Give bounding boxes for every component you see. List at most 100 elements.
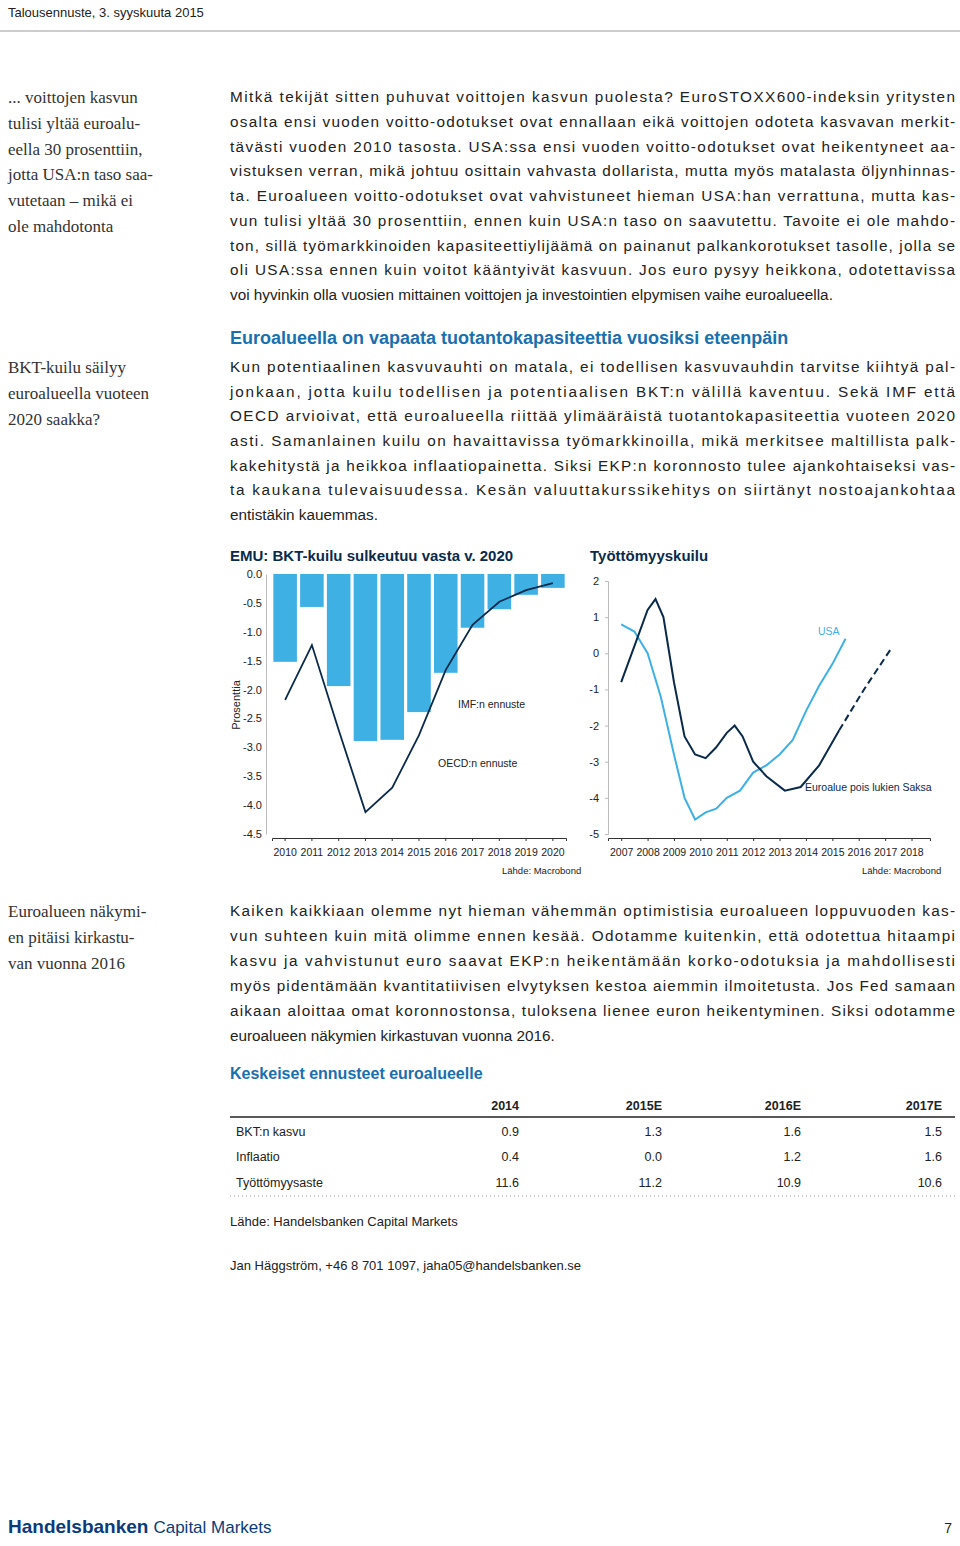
sidebar-note: Euroalueen näkymi- — [8, 902, 147, 921]
sidebar-note: van vuonna 2016 — [8, 954, 125, 973]
line — [839, 650, 890, 731]
tick: -1.5 — [243, 655, 266, 667]
tick-mark — [700, 838, 701, 841]
tick: -2.5 — [243, 712, 266, 724]
paragraph-line: jonkaan, jotta kuilu todellisen ja poten… — [229, 383, 955, 400]
tick-mark — [780, 838, 781, 841]
chart-title: EMU: BKT-kuilu sulkeutuu vasta v. 2020 — [230, 547, 513, 564]
paragraph-line: oli USA:ssa ennen kuin voitot kääntyivät… — [230, 261, 955, 278]
tick-mark — [605, 689, 608, 690]
paragraph-line: Mitkä tekijät sitten puhuvat voittojen k… — [230, 88, 955, 105]
tick-mark — [753, 838, 754, 841]
tick-label: 2013 — [768, 846, 792, 858]
paragraph-line: asti. Samanlainen kuilu on havaittavissa… — [230, 432, 955, 449]
tick: 2016 — [434, 838, 458, 858]
paragraph-line: OECD arvioivat, että euroalueella riittä… — [230, 407, 955, 424]
series-label: IMF:n ennuste — [458, 698, 525, 710]
paragraph-line: ta kaukana tulevaisuudessa. Kesän valuut… — [230, 481, 955, 498]
tick: 2008 — [636, 838, 660, 858]
tick-mark — [392, 838, 393, 841]
tick-label: 2007 — [610, 846, 634, 858]
tick-mark — [605, 653, 608, 654]
tick-mark — [605, 762, 608, 763]
tick: -3.5 — [243, 770, 266, 782]
tick: 2010 — [689, 838, 713, 858]
axis: 2010201120122013201420152016201720182019… — [273, 838, 567, 858]
tick-label: 2012 — [327, 846, 351, 858]
sidebar-note: euroalueella vuoteen — [8, 384, 150, 403]
series-label: OECD:n ennuste — [438, 757, 518, 769]
tick-label: -1.5 — [243, 655, 262, 667]
table-cell: 10.9 — [777, 1176, 801, 1190]
tick-label: 2014 — [381, 846, 405, 858]
bar — [300, 574, 324, 607]
tick-label: -2 — [589, 720, 599, 732]
axis-line — [609, 839, 931, 842]
tick: 2017 — [461, 838, 485, 858]
axis-line — [605, 582, 609, 835]
table-row-label: Työttömyysaste — [236, 1176, 323, 1190]
tick-mark — [605, 617, 608, 618]
series-label: Euroalue pois lukien Saksa — [805, 781, 932, 793]
axis: 2007200820092010201120122013201420152016… — [609, 838, 931, 858]
tick: 0.0 — [247, 568, 266, 580]
tick-label: 2009 — [663, 846, 687, 858]
tick: 2013 — [354, 838, 378, 858]
chart-title: Työttömyyskuilu — [590, 547, 708, 564]
tick-label: -0.5 — [243, 597, 262, 609]
tick-label: 2 — [593, 575, 599, 587]
tick-label: 1 — [593, 611, 599, 623]
tick: 2011 — [716, 838, 739, 858]
tick-label: 2018 — [900, 846, 924, 858]
tick-mark — [605, 581, 608, 582]
tick-label: 2018 — [488, 846, 512, 858]
tick: -1.0 — [243, 626, 266, 638]
paragraph-line: euroalueen näkymien kirkastuvan vuonna 2… — [230, 1027, 555, 1044]
tick: 2015 — [407, 838, 431, 858]
tick-mark — [472, 838, 473, 841]
tick: 2017 — [874, 838, 898, 858]
table-cell: 11.2 — [639, 1176, 662, 1190]
sidebar-note: 2020 saakka? — [8, 410, 100, 429]
tick-label: 2019 — [514, 846, 538, 858]
tick-label: 2008 — [636, 846, 660, 858]
paragraph-line: tävästi vuoden 2010 tasosta. USA:ssa ens… — [230, 138, 955, 155]
table-cell: 1.6 — [784, 1125, 801, 1139]
tick-mark — [311, 838, 312, 841]
bar — [461, 574, 485, 628]
tick: 2012 — [742, 838, 766, 858]
tick: 2013 — [768, 838, 792, 858]
brand-name: Handelsbanken — [8, 1516, 148, 1537]
paragraph-line: Kaiken kaikkiaan olemme nyt hieman vähem… — [230, 902, 955, 919]
sidebar-note: ole mahdotonta — [8, 217, 114, 236]
source-note: Lähde: Macrobond — [502, 865, 581, 876]
tick-mark — [621, 838, 622, 841]
axis: 0.0-0.5-1.0-1.5-2.0-2.5-3.0-3.5-4.0-4.5 — [243, 568, 266, 840]
sidebar-note: en pitäisi kirkastu- — [8, 928, 135, 947]
table-cell: 0.4 — [502, 1150, 519, 1164]
paragraph-line: voi hyvinkin olla vuosien mittainen voit… — [230, 286, 833, 303]
paragraph-line: Kun potentiaalinen kasvuvauhti on matala… — [230, 358, 955, 375]
paragraph-line: osalta ensi vuoden voitto-odotukset ovat… — [230, 113, 955, 130]
sidebar-note: BKT-kuilu säilyy — [8, 358, 126, 377]
table-cell: 11.6 — [496, 1176, 519, 1190]
tick-mark — [445, 838, 446, 841]
tick: 2012 — [327, 838, 351, 858]
tick: -2 — [589, 720, 608, 732]
tick: 2007 — [610, 838, 634, 858]
line — [285, 583, 553, 812]
page: Talousennuste, 3. syyskuuta 2015... voit… — [0, 0, 960, 1546]
bar — [488, 574, 512, 609]
paragraph-line: vun tulisi yltää 30 prosenttiin, ennen k… — [230, 212, 955, 229]
tick: 2020 — [541, 838, 565, 858]
tick-label: 2020 — [541, 846, 565, 858]
table-header: 2014 — [491, 1099, 519, 1113]
tick: -3 — [589, 756, 608, 768]
source-note: Lähde: Macrobond — [862, 865, 941, 876]
tick: 2014 — [381, 838, 405, 858]
table-rule — [230, 1116, 955, 1118]
axis-line — [273, 839, 567, 842]
sidebar-note: eella 30 prosenttiin, — [8, 140, 143, 159]
chart: EMU: BKT-kuilu sulkeutuu vasta v. 2020Pr… — [230, 547, 581, 876]
paragraph-line: kasvu ja vahvistunut euro saavat EKP:n h… — [230, 952, 955, 969]
